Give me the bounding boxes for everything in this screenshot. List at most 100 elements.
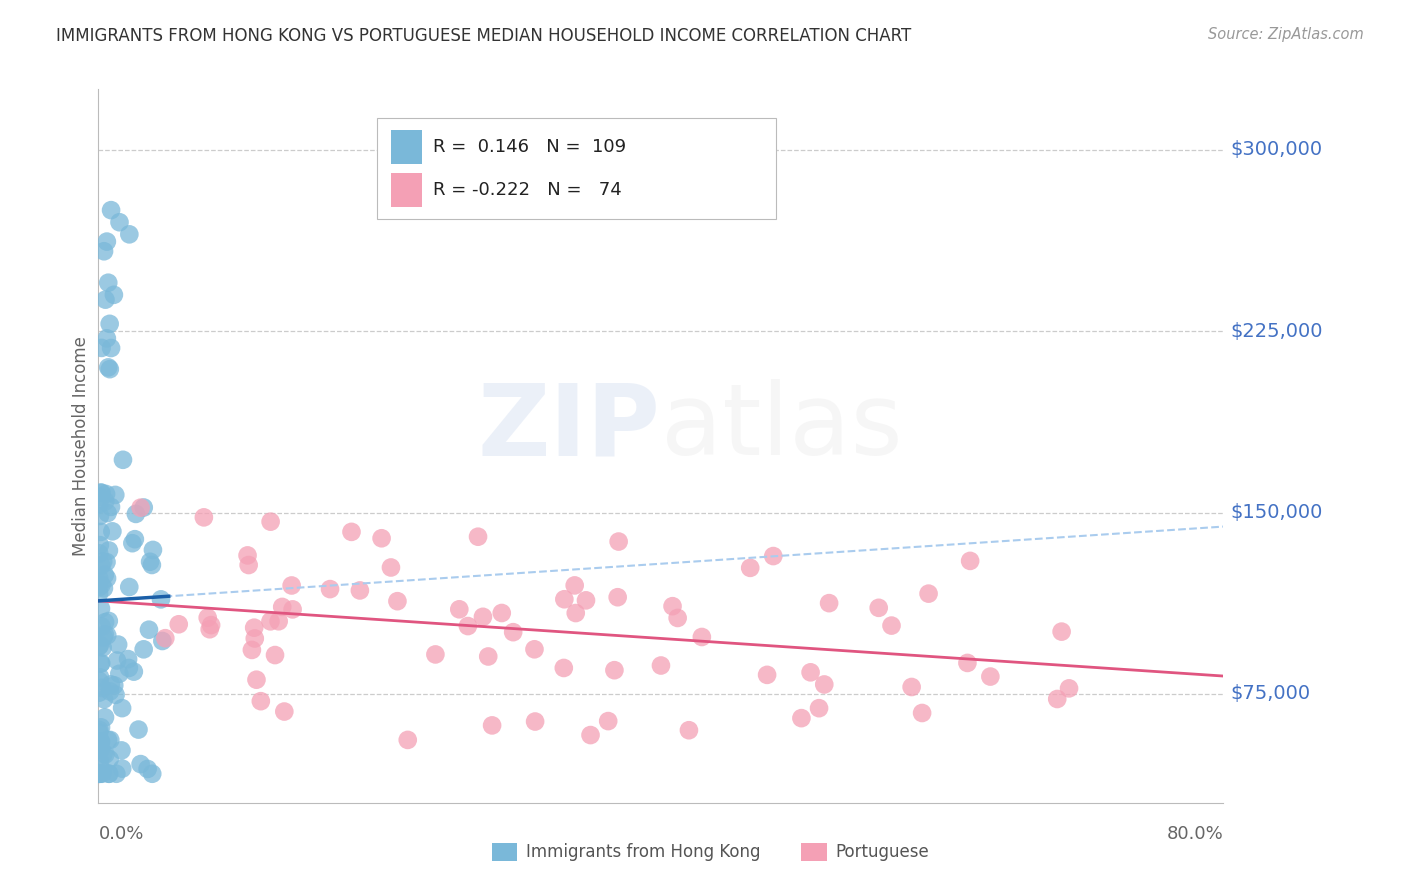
Point <box>108 666 131 681</box>
Point <box>107 638 129 652</box>
Point <box>94 568 117 582</box>
Point <box>118 580 141 594</box>
Point <box>89 571 111 585</box>
Text: $225,000: $225,000 <box>1230 322 1323 341</box>
Point <box>100 203 122 218</box>
Point <box>97 543 120 558</box>
Point <box>93 581 115 595</box>
Point <box>103 288 125 302</box>
Y-axis label: Median Household Income: Median Household Income <box>72 336 90 556</box>
Point <box>598 714 620 728</box>
Point <box>132 500 155 515</box>
Point <box>243 632 266 646</box>
Point <box>98 766 121 780</box>
Point <box>89 580 111 594</box>
Text: R =  0.146   N =  109: R = 0.146 N = 109 <box>433 138 626 156</box>
Point <box>370 531 392 545</box>
Point <box>97 276 120 290</box>
Point <box>150 634 173 648</box>
Point <box>380 560 402 574</box>
Point <box>564 578 586 592</box>
Point <box>89 485 111 500</box>
Point <box>90 558 112 573</box>
Point <box>118 661 141 675</box>
Point <box>90 601 112 615</box>
Text: IMMIGRANTS FROM HONG KONG VS PORTUGUESE MEDIAN HOUSEHOLD INCOME CORRELATION CHAR: IMMIGRANTS FROM HONG KONG VS PORTUGUESE … <box>56 27 911 45</box>
Point <box>108 215 131 229</box>
Point <box>471 610 494 624</box>
Point <box>273 705 295 719</box>
Point <box>90 734 112 748</box>
Point <box>93 244 115 259</box>
Point <box>259 515 281 529</box>
Point <box>111 701 134 715</box>
Text: Portuguese: Portuguese <box>835 843 929 861</box>
Point <box>259 615 281 629</box>
Point <box>271 599 294 614</box>
Point <box>105 653 128 667</box>
Point <box>813 677 835 691</box>
Point <box>89 638 111 652</box>
Point <box>122 665 145 679</box>
Point <box>117 652 139 666</box>
Point <box>100 341 122 355</box>
Point <box>89 756 111 770</box>
Point <box>97 506 120 520</box>
Point <box>280 578 302 592</box>
Point <box>89 766 111 780</box>
Point <box>264 648 287 662</box>
Point <box>900 680 922 694</box>
Point <box>94 293 117 307</box>
Point <box>90 524 112 539</box>
Point <box>129 757 152 772</box>
Point <box>868 600 890 615</box>
Point <box>89 726 111 740</box>
Point <box>89 738 111 752</box>
Point <box>121 536 143 550</box>
Point <box>91 554 114 568</box>
Point <box>155 631 177 645</box>
Point <box>93 630 115 644</box>
Point <box>90 619 112 633</box>
Point <box>100 500 122 514</box>
Point <box>90 485 112 500</box>
Text: Source: ZipAtlas.com: Source: ZipAtlas.com <box>1208 27 1364 42</box>
Point <box>93 747 115 761</box>
Point <box>523 642 546 657</box>
Point <box>90 741 112 756</box>
Point <box>250 694 273 708</box>
Point <box>94 487 117 501</box>
Point <box>90 656 112 670</box>
Point <box>111 762 134 776</box>
Point <box>89 586 111 600</box>
Point <box>481 718 503 732</box>
Point <box>650 658 672 673</box>
Point <box>94 494 117 508</box>
Text: Immigrants from Hong Kong: Immigrants from Hong Kong <box>526 843 761 861</box>
Point <box>564 606 586 620</box>
Point <box>661 599 683 614</box>
Point <box>89 640 111 654</box>
Point <box>110 743 132 757</box>
Point <box>90 735 112 749</box>
Text: $300,000: $300,000 <box>1230 140 1323 159</box>
Point <box>1057 681 1080 696</box>
Point <box>96 331 118 345</box>
Point <box>491 606 513 620</box>
Point <box>200 618 222 632</box>
Point <box>477 649 499 664</box>
Point <box>666 611 689 625</box>
Point <box>142 543 165 558</box>
Text: $150,000: $150,000 <box>1230 503 1323 522</box>
Point <box>128 723 150 737</box>
Point <box>91 640 114 655</box>
Point <box>193 510 215 524</box>
Point <box>319 582 342 596</box>
Point <box>90 578 112 592</box>
Point <box>98 733 121 747</box>
Point <box>118 227 141 242</box>
Point <box>579 728 602 742</box>
Point <box>740 561 762 575</box>
Point <box>956 656 979 670</box>
Point <box>756 668 779 682</box>
